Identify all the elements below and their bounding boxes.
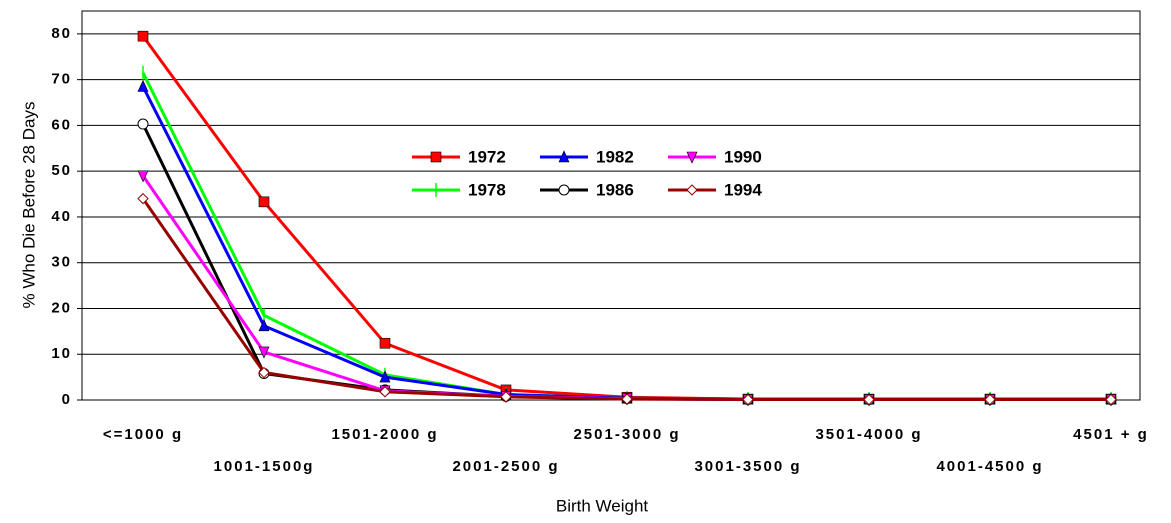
y-tick-label: 60 [51, 116, 72, 133]
series-line [141, 35, 1111, 401]
marker [137, 192, 149, 205]
marker [137, 79, 149, 92]
series-line [141, 85, 1111, 401]
x-tick-label: 2501-3000 g [573, 426, 680, 443]
marker [379, 337, 391, 349]
marker [379, 370, 391, 383]
x-tick-label: 3001-3500 g [694, 458, 801, 475]
x-tick-label: 3501-4000 g [815, 426, 922, 443]
legend-label: 1990 [724, 147, 762, 166]
series-line [141, 72, 1111, 401]
marker [137, 118, 149, 130]
marker [558, 150, 570, 163]
y-tick-label: 50 [51, 162, 72, 179]
y-tick-label: 30 [51, 254, 72, 271]
y-tick-label: 20 [51, 299, 72, 316]
marker [686, 184, 698, 196]
marker [984, 393, 996, 406]
marker [430, 151, 442, 163]
y-tick-label: 80 [51, 25, 72, 42]
y-tick-label: 0 [62, 391, 72, 408]
x-tick-label: 1001-1500g [214, 458, 315, 475]
marker [863, 393, 875, 406]
x-tick-label: 2001-2500 g [452, 458, 559, 475]
legend-label: 1978 [468, 180, 506, 199]
y-axis-title: % Who Die Before 28 Days [19, 102, 38, 309]
series-line [141, 174, 1111, 402]
y-tick-label: 70 [51, 71, 72, 88]
marker [258, 319, 270, 332]
marker [137, 170, 149, 183]
legend-label: 1986 [596, 180, 634, 199]
x-axis-title: Birth Weight [556, 496, 649, 515]
marker [258, 346, 270, 359]
legend-label: 1994 [724, 180, 762, 199]
y-tick-label: 10 [51, 345, 72, 362]
x-tick-label: <=1000 g [103, 426, 183, 443]
marker [742, 393, 754, 406]
marker [1105, 393, 1117, 406]
marker [686, 151, 698, 164]
marker [558, 184, 570, 196]
marker [500, 391, 512, 403]
legend-label: 1972 [468, 147, 506, 166]
marker [258, 366, 270, 379]
x-tick-label: 4001-4500 g [936, 458, 1043, 475]
marker [137, 30, 149, 42]
marker [379, 386, 391, 398]
marker [258, 196, 270, 208]
x-tick-label: 4501 + g [1073, 426, 1149, 443]
legend-label: 1982 [596, 147, 634, 166]
x-tick-label: 1501-2000 g [331, 426, 438, 443]
y-tick-label: 40 [51, 208, 72, 225]
marker [621, 393, 633, 405]
